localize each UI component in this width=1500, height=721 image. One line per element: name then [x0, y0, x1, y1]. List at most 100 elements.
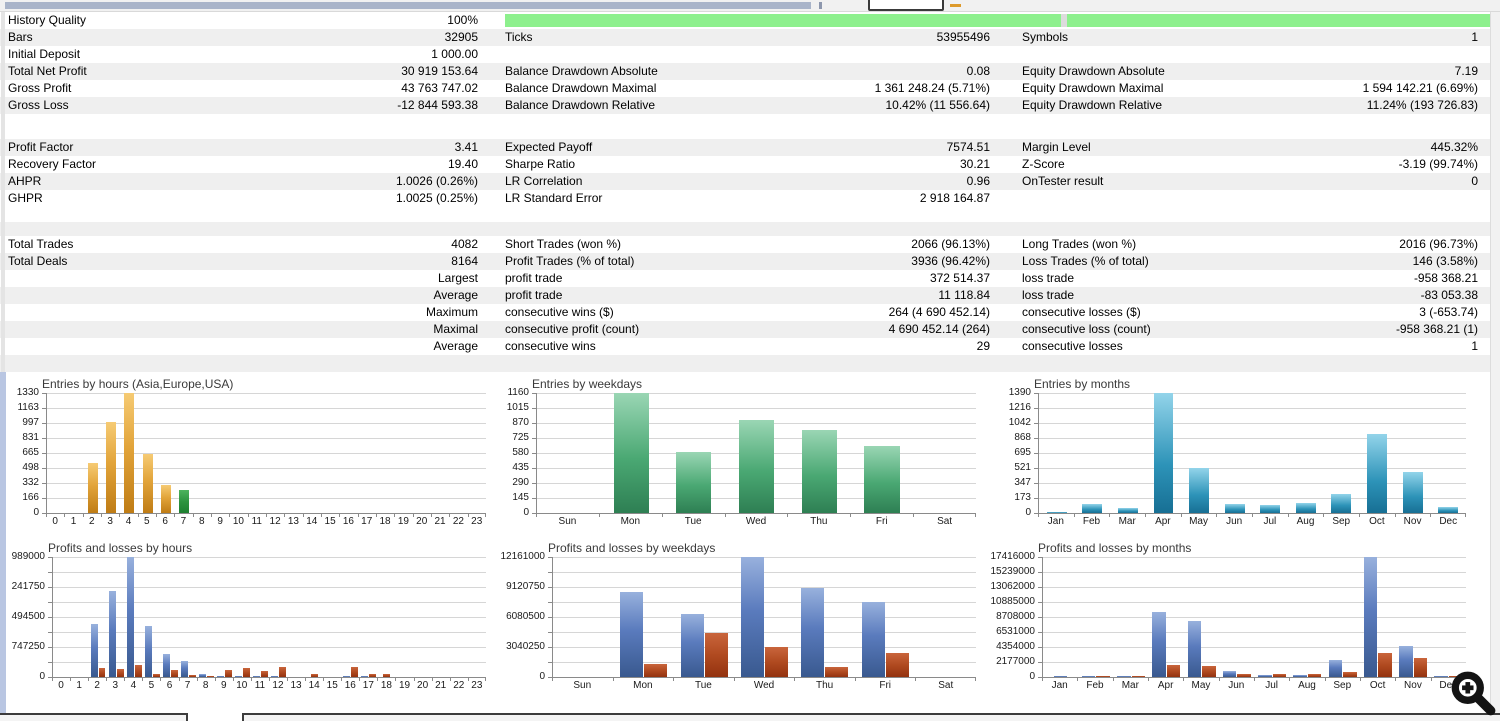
bar-slot-1	[65, 393, 83, 513]
y-tick	[532, 498, 536, 499]
y-axis-label: 1163	[17, 402, 39, 413]
y-axis-label: 0	[523, 507, 529, 518]
y-axis-label: 10885000	[990, 596, 1036, 607]
y-tick	[1034, 393, 1038, 394]
gridline	[47, 438, 486, 439]
x-axis: Jan Feb Mar Apr May Jun Jul Aug Sep Oct Nov Dec	[1042, 677, 1466, 693]
x-axis-label: 7	[174, 513, 192, 529]
stat-row: Maximal consecutive profit (count) 4 690 4…	[0, 321, 1500, 338]
zoom-in-icon[interactable]	[1448, 668, 1498, 718]
bar-slot-4	[120, 393, 138, 513]
y-tick	[1034, 408, 1038, 409]
y-axis-label: 0	[33, 507, 39, 518]
bar-slot-8	[197, 557, 215, 677]
y-tick	[48, 677, 52, 678]
stat-label: Loss Trades (% of total)	[1022, 254, 1149, 268]
bar-slot-19	[395, 393, 413, 513]
bar-slot-Sat	[913, 393, 976, 513]
y-axis-label: 173	[1014, 492, 1031, 503]
y-tick	[1038, 557, 1042, 558]
x-axis-label: 8	[192, 513, 211, 529]
stat-value: 11.24% (193 726.83)	[1366, 98, 1478, 112]
entries-bar-5	[142, 454, 153, 513]
gridline	[1043, 587, 1466, 588]
y-axis-label: 1160	[507, 387, 529, 398]
x-axis-label: 2	[82, 513, 101, 529]
y-axis-label: 747250	[11, 641, 45, 652]
horizontal-scrollbar[interactable]	[0, 0, 1500, 12]
toolbar-input-partial[interactable]	[868, 0, 944, 11]
stat-empty-cell	[8, 270, 298, 287]
bar-slot-Aug	[1288, 393, 1324, 513]
bar-slot-9	[215, 557, 233, 677]
chart-plot-area	[48, 557, 486, 678]
bar-slot-11	[248, 393, 266, 513]
stat-row: Average profit trade 11 118.84 loss trade -8…	[0, 287, 1500, 304]
y-tick	[1038, 587, 1042, 588]
y-tick	[1038, 572, 1042, 573]
entries-bar-May	[1189, 468, 1210, 513]
y-tick	[1034, 483, 1038, 484]
stats-spacer-row	[0, 222, 1500, 236]
x-axis-label: 18	[377, 677, 395, 693]
bar-slot-17	[358, 393, 376, 513]
left-splitter-strip[interactable]	[0, 372, 6, 713]
y-axis-label: 1015	[506, 402, 529, 413]
stat-label: consecutive wins	[505, 339, 596, 353]
y-tick	[532, 393, 536, 394]
x-axis-label: 2	[88, 677, 106, 693]
stat-value: 1.0026 (0.26%)	[395, 174, 478, 188]
profits-bar-Thu	[801, 587, 825, 677]
stat-label: LR Standard Error	[505, 191, 603, 205]
horizontal-scrollbar-thumb[interactable]	[5, 2, 811, 9]
bar-slot-Jul	[1252, 393, 1288, 513]
y-axis-label: 494500	[11, 611, 45, 622]
gridline	[553, 602, 976, 603]
entries-bar-Jul	[1260, 504, 1281, 513]
stat-value: -12 844 593.38	[397, 98, 478, 112]
stat-value: 1	[1471, 30, 1478, 44]
x-axis-label: 19	[394, 513, 412, 529]
y-axis-label: 870	[512, 417, 529, 428]
entries-bar-2	[87, 463, 98, 513]
gridline	[1039, 453, 1466, 454]
stat-value: 445.32%	[1430, 140, 1478, 154]
stat-value: 10.42% (11 556.64)	[885, 98, 990, 112]
chart-plot-area	[1038, 557, 1466, 678]
gridline	[553, 557, 976, 558]
stat-label: Total Net Profit	[8, 64, 87, 78]
y-tick	[548, 602, 552, 603]
stat-label: Bars	[8, 30, 33, 44]
vertical-scrollbar[interactable]	[1490, 12, 1500, 713]
bar-slot-May	[1181, 393, 1217, 513]
stats-table: History Quality 100% Bars 32905 Ticks 5395549…	[0, 12, 1500, 372]
stat-label: GHPR	[8, 191, 43, 205]
x-axis-label: Jun	[1218, 677, 1254, 693]
stat-label: Total Deals	[8, 254, 68, 268]
stat-value: Average	[433, 288, 478, 302]
losses-bar-Feb	[1096, 676, 1110, 677]
stat-row: Total Trades 4082 Short Trades (won %) 2066…	[0, 236, 1500, 253]
bar-slot-20	[414, 557, 432, 677]
x-axis-label: 22	[449, 677, 468, 693]
gridline	[47, 453, 486, 454]
bar-slot-6	[157, 393, 175, 513]
y-tick	[548, 572, 552, 573]
losses-bar-Jun	[1237, 674, 1251, 677]
y-tick	[48, 617, 52, 618]
active-tab[interactable]	[186, 713, 244, 721]
profits-bar-9	[217, 676, 224, 677]
y-axis-label: 1330	[16, 387, 39, 398]
chart-title: Profits and losses by months	[1038, 541, 1192, 555]
y-axis-label: 0	[1025, 507, 1031, 518]
profits-bar-May	[1187, 620, 1202, 677]
stat-value: Maximum	[425, 305, 478, 319]
y-tick	[548, 677, 552, 678]
x-axis-label: 3	[106, 677, 124, 693]
gridline	[553, 632, 976, 633]
x-axis-label: 6	[155, 513, 174, 529]
chart-plot-area	[42, 393, 486, 514]
gridline	[47, 408, 486, 409]
stat-empty-cell	[990, 46, 1292, 63]
losses-bar-18	[383, 673, 391, 677]
